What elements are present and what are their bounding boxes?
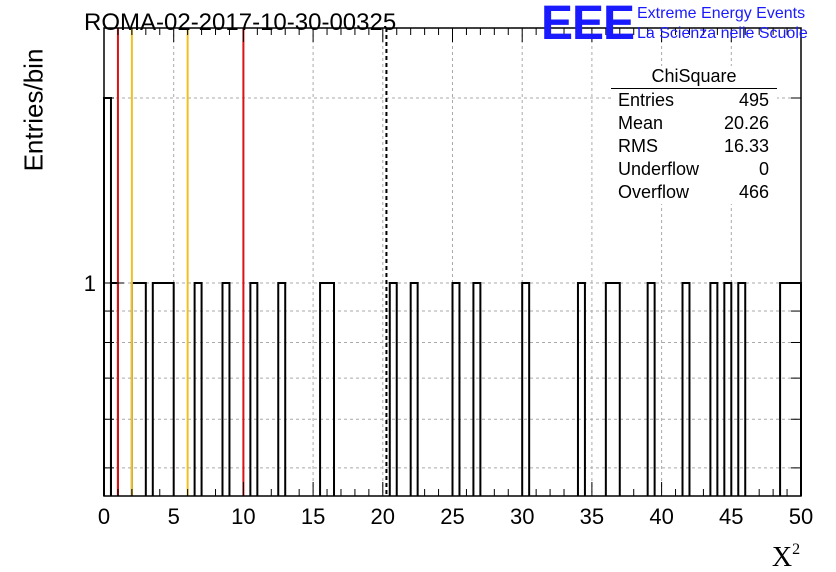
histogram-bar bbox=[451, 281, 461, 496]
logo-line-2: La Scienza nelle Scuole bbox=[637, 25, 808, 42]
x-tick-label: 5 bbox=[168, 504, 180, 529]
x-tick-label: 35 bbox=[580, 504, 604, 529]
stats-row: Underflow 0 bbox=[611, 158, 777, 181]
histogram-bar bbox=[319, 281, 336, 496]
x-tick-label: 20 bbox=[371, 504, 395, 529]
histogram-bar bbox=[521, 281, 531, 496]
histogram-bar bbox=[779, 281, 802, 496]
stats-row: Entries 495 bbox=[611, 89, 777, 112]
stats-label: Mean bbox=[618, 113, 664, 133]
eee-logo: EEE bbox=[541, 0, 635, 50]
stats-value: 16.33 bbox=[723, 136, 769, 156]
stats-value: 0 bbox=[758, 159, 769, 179]
x-tick-label: 30 bbox=[510, 504, 534, 529]
histogram-bar bbox=[277, 281, 287, 496]
histogram-bar bbox=[193, 281, 203, 496]
histogram-bar bbox=[221, 281, 231, 496]
histogram-bar bbox=[388, 281, 398, 496]
x-axis-label: X2 bbox=[772, 541, 800, 572]
histogram-bar bbox=[576, 281, 586, 496]
axes bbox=[103, 27, 802, 497]
histogram-bar bbox=[130, 281, 147, 496]
stats-value: 466 bbox=[738, 182, 769, 202]
histogram-bar bbox=[409, 281, 419, 496]
x-tick-label: 40 bbox=[649, 504, 673, 529]
stats-row: Overflow 466 bbox=[611, 181, 777, 204]
histogram-bar bbox=[681, 281, 691, 496]
histogram-bar bbox=[472, 281, 482, 496]
stats-label: Overflow bbox=[618, 182, 690, 202]
stats-row: Mean 20.26 bbox=[611, 112, 777, 135]
stats-row: RMS 16.33 bbox=[611, 135, 777, 158]
x-tick-label: 50 bbox=[789, 504, 813, 529]
y-tick-label: 1 bbox=[84, 271, 96, 296]
logo-caption: Extreme Energy Events La Scienza nelle S… bbox=[637, 4, 808, 44]
histogram-bar bbox=[103, 97, 112, 496]
chart-title: ROMA-02-2017-10-30-00325 bbox=[84, 9, 397, 36]
x-tick-label: 15 bbox=[301, 504, 325, 529]
histogram-bar bbox=[737, 281, 747, 496]
y-axis-label: Entries/bin bbox=[18, 48, 49, 172]
x-tick-label: 0 bbox=[98, 504, 110, 529]
histogram-bar bbox=[109, 281, 119, 496]
stats-box: ChiSquare Entries 495 Mean 20.26 RMS 16.33 … bbox=[611, 66, 777, 204]
histogram-bar bbox=[249, 281, 259, 496]
stats-label: Entries bbox=[618, 90, 675, 110]
stats-value: 20.26 bbox=[723, 113, 769, 133]
tick-labels: 0 5 10 15 20 25 30 35 40 45 50 1 bbox=[84, 271, 813, 529]
logo-line-1: Extreme Energy Events bbox=[637, 5, 806, 22]
histogram-bar bbox=[709, 281, 719, 496]
x-tick-label: 10 bbox=[231, 504, 255, 529]
reference-lines bbox=[116, 28, 388, 496]
x-tick-label: 45 bbox=[719, 504, 743, 529]
histogram-bar bbox=[151, 281, 175, 496]
histogram-bar bbox=[646, 281, 656, 496]
histogram-bar bbox=[604, 281, 621, 496]
histogram-bar bbox=[723, 281, 733, 496]
x-tick-label: 25 bbox=[440, 504, 464, 529]
stats-title: ChiSquare bbox=[611, 66, 777, 89]
stats-label: RMS bbox=[618, 136, 658, 156]
stats-label: Underflow bbox=[618, 159, 700, 179]
stats-value: 495 bbox=[738, 90, 769, 110]
